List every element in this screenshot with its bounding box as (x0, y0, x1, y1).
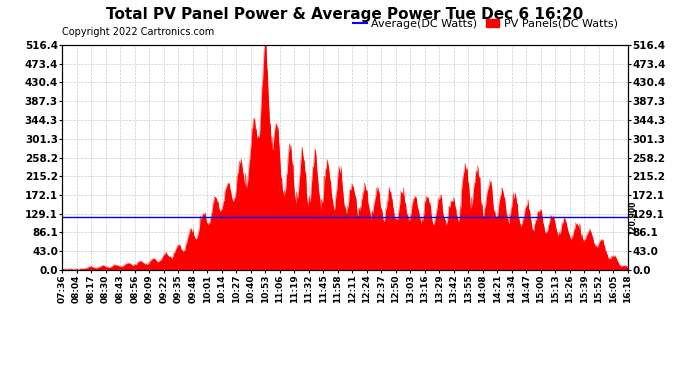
Text: Copyright 2022 Cartronics.com: Copyright 2022 Cartronics.com (62, 27, 215, 37)
Text: Total PV Panel Power & Average Power Tue Dec 6 16:20: Total PV Panel Power & Average Power Tue… (106, 8, 584, 22)
Text: 120.900: 120.900 (628, 200, 637, 234)
Legend: Average(DC Watts), PV Panels(DC Watts): Average(DC Watts), PV Panels(DC Watts) (349, 15, 622, 33)
